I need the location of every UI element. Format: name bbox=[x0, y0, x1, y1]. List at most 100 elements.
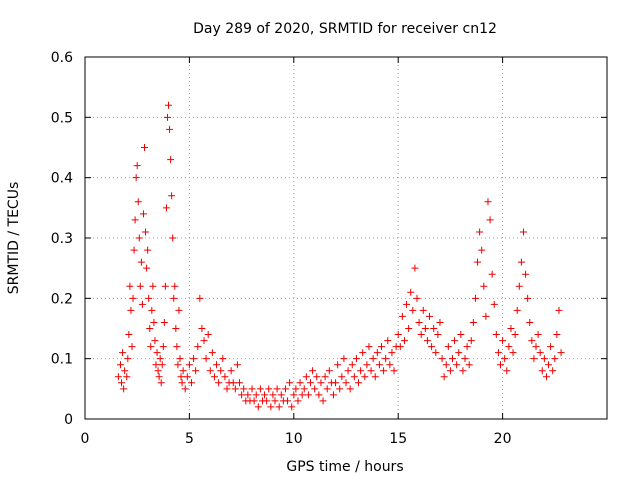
data-point bbox=[286, 379, 294, 387]
data-point bbox=[155, 373, 163, 381]
data-point bbox=[365, 343, 373, 351]
data-point bbox=[534, 331, 542, 339]
data-point bbox=[528, 337, 536, 345]
data-point bbox=[459, 367, 467, 375]
data-point bbox=[236, 379, 244, 387]
data-point bbox=[471, 294, 479, 302]
data-point bbox=[181, 385, 189, 393]
data-point bbox=[361, 373, 369, 381]
data-point bbox=[509, 349, 517, 357]
data-point bbox=[125, 331, 133, 339]
data-point bbox=[396, 343, 404, 351]
data-point bbox=[166, 125, 174, 133]
data-point bbox=[409, 306, 417, 314]
data-point bbox=[463, 343, 471, 351]
data-point bbox=[403, 300, 411, 308]
data-point bbox=[135, 234, 143, 242]
data-point bbox=[119, 349, 127, 357]
data-point bbox=[542, 373, 550, 381]
data-point bbox=[183, 373, 191, 381]
data-point bbox=[317, 379, 325, 387]
data-point bbox=[114, 373, 122, 381]
data-point bbox=[202, 355, 210, 363]
data-point bbox=[187, 379, 195, 387]
data-point bbox=[194, 343, 202, 351]
data-point bbox=[390, 367, 398, 375]
data-point bbox=[426, 312, 434, 320]
data-point bbox=[394, 331, 402, 339]
data-point bbox=[292, 385, 300, 393]
y-tick-label: 0.1 bbox=[51, 352, 73, 368]
data-point bbox=[250, 397, 258, 405]
data-point bbox=[204, 331, 212, 339]
data-point bbox=[332, 379, 340, 387]
data-point bbox=[488, 270, 496, 278]
data-point bbox=[165, 101, 173, 109]
data-point bbox=[192, 367, 200, 375]
data-point bbox=[348, 361, 356, 369]
data-point bbox=[467, 337, 475, 345]
data-point bbox=[346, 385, 354, 393]
data-point bbox=[152, 361, 160, 369]
data-point bbox=[417, 331, 425, 339]
data-point bbox=[254, 403, 262, 411]
data-point bbox=[271, 397, 279, 405]
y-tick-label: 0 bbox=[64, 412, 73, 428]
data-point bbox=[185, 361, 193, 369]
data-point bbox=[171, 282, 179, 290]
data-point bbox=[400, 337, 408, 345]
data-point bbox=[325, 367, 333, 375]
data-point bbox=[288, 403, 296, 411]
data-point bbox=[457, 331, 465, 339]
data-point bbox=[532, 343, 540, 351]
data-point bbox=[217, 367, 225, 375]
data-point bbox=[507, 325, 515, 332]
data-point bbox=[290, 391, 298, 399]
data-point bbox=[248, 385, 256, 393]
data-point bbox=[522, 270, 530, 278]
axis-ticks: 0 5 10 15 20 0 0.1 0.2 0.3 0.4 0.5 0.6 bbox=[51, 50, 607, 447]
y-tick-label: 0.3 bbox=[51, 231, 73, 247]
data-point bbox=[448, 355, 456, 363]
data-point bbox=[540, 355, 548, 363]
data-point bbox=[444, 343, 452, 351]
data-point bbox=[486, 216, 494, 224]
data-point bbox=[275, 403, 283, 411]
data-point bbox=[284, 397, 292, 405]
data-point bbox=[430, 325, 438, 332]
data-point bbox=[149, 282, 157, 290]
data-point bbox=[555, 306, 563, 314]
data-point bbox=[141, 144, 149, 151]
data-point bbox=[315, 391, 323, 399]
data-point bbox=[455, 349, 463, 357]
x-tick-label: 5 bbox=[185, 431, 194, 447]
data-point bbox=[419, 306, 427, 314]
x-tick-label: 10 bbox=[285, 431, 303, 447]
data-point bbox=[116, 361, 124, 369]
data-point bbox=[405, 325, 413, 332]
data-point bbox=[501, 355, 509, 363]
data-point bbox=[342, 379, 350, 387]
data-point bbox=[162, 204, 170, 212]
data-point bbox=[355, 379, 363, 387]
data-point bbox=[465, 361, 473, 369]
data-point bbox=[526, 318, 534, 326]
data-point bbox=[344, 367, 352, 375]
data-point bbox=[178, 379, 186, 387]
data-point bbox=[128, 343, 136, 351]
data-point bbox=[121, 367, 129, 375]
data-point bbox=[484, 198, 492, 206]
data-point bbox=[440, 373, 448, 381]
data-point bbox=[482, 312, 490, 320]
data-point bbox=[415, 318, 423, 326]
data-point bbox=[476, 228, 484, 236]
data-point bbox=[175, 306, 183, 314]
data-point bbox=[170, 294, 178, 302]
data-point bbox=[256, 385, 264, 393]
data-point bbox=[156, 355, 164, 363]
data-point bbox=[269, 391, 277, 399]
data-point bbox=[198, 325, 206, 332]
x-tick-label: 20 bbox=[494, 431, 512, 447]
data-point bbox=[273, 385, 281, 393]
